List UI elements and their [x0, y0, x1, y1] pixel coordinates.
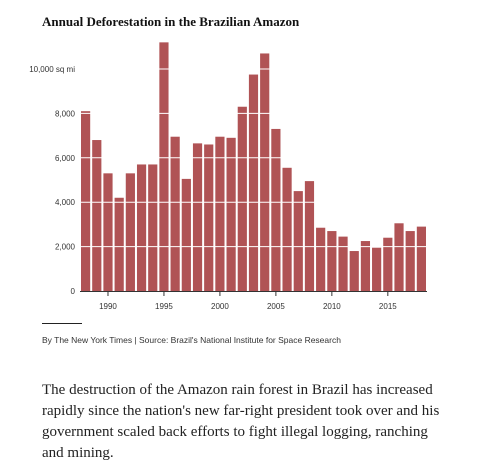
bar-2015: [383, 237, 393, 291]
y-tick-label-8000: 8,000: [55, 109, 76, 118]
bar-2005: [271, 128, 281, 291]
bar-2016: [394, 223, 404, 291]
source-credit: By The New York Times | Source: Brazil's…: [42, 335, 341, 345]
y-tick-label-2000: 2,000: [55, 243, 76, 252]
bar-1992: [125, 173, 135, 291]
bar-1995: [159, 42, 169, 291]
credit-rule: [42, 323, 82, 324]
y-tick-label-0: 0: [71, 287, 76, 296]
bar-2014: [372, 247, 382, 291]
bar-2012: [349, 251, 359, 291]
bar-2013: [360, 241, 371, 291]
bar-2018: [416, 226, 426, 291]
bar-2002: [237, 106, 247, 292]
bar-1996: [170, 136, 180, 291]
chart-title: Annual Deforestation in the Brazilian Am…: [42, 14, 300, 29]
y-tick-label-4000: 4,000: [55, 198, 76, 207]
x-tick-label-2015: 2015: [379, 302, 397, 311]
bar-2009: [316, 227, 326, 291]
bar-2007: [293, 191, 303, 291]
bar-2008: [304, 181, 315, 291]
bar-1990: [103, 173, 113, 291]
bar-1999: [204, 144, 214, 291]
x-axis: 1990 1995 2000 2005 2010 2015: [80, 291, 427, 311]
bars-group: [81, 42, 426, 292]
x-tick-label-1995: 1995: [155, 302, 173, 311]
bar-1991: [114, 197, 124, 291]
x-tick-label-2010: 2010: [323, 302, 341, 311]
x-tick-label-1990: 1990: [99, 302, 117, 311]
x-tick-label-2005: 2005: [267, 302, 285, 311]
bar-2003: [248, 74, 259, 291]
bar-1998: [192, 143, 203, 291]
bar-2001: [226, 137, 236, 291]
bar-1989: [92, 140, 102, 291]
y-tick-label-6000: 6,000: [55, 154, 76, 163]
bar-2010: [327, 231, 337, 291]
bar-2006: [282, 167, 292, 291]
article-paragraph: The destruction of the Amazon rain fores…: [42, 382, 440, 461]
y-tick-label-10000: 10,000 sq mi: [29, 65, 75, 74]
bar-2000: [215, 136, 225, 291]
y-axis-labels: 0 2,000 4,000 6,000 8,000 10,000 sq mi: [29, 65, 75, 296]
bar-2017: [405, 231, 415, 291]
bar-1994: [148, 164, 158, 291]
bar-2011: [338, 236, 348, 291]
bar-1993: [136, 164, 147, 291]
bar-1988: [81, 111, 91, 292]
bar-2004: [260, 53, 270, 292]
gridlines-group: [80, 68, 427, 248]
bar-1997: [181, 178, 191, 291]
x-tick-label-2000: 2000: [211, 302, 229, 311]
